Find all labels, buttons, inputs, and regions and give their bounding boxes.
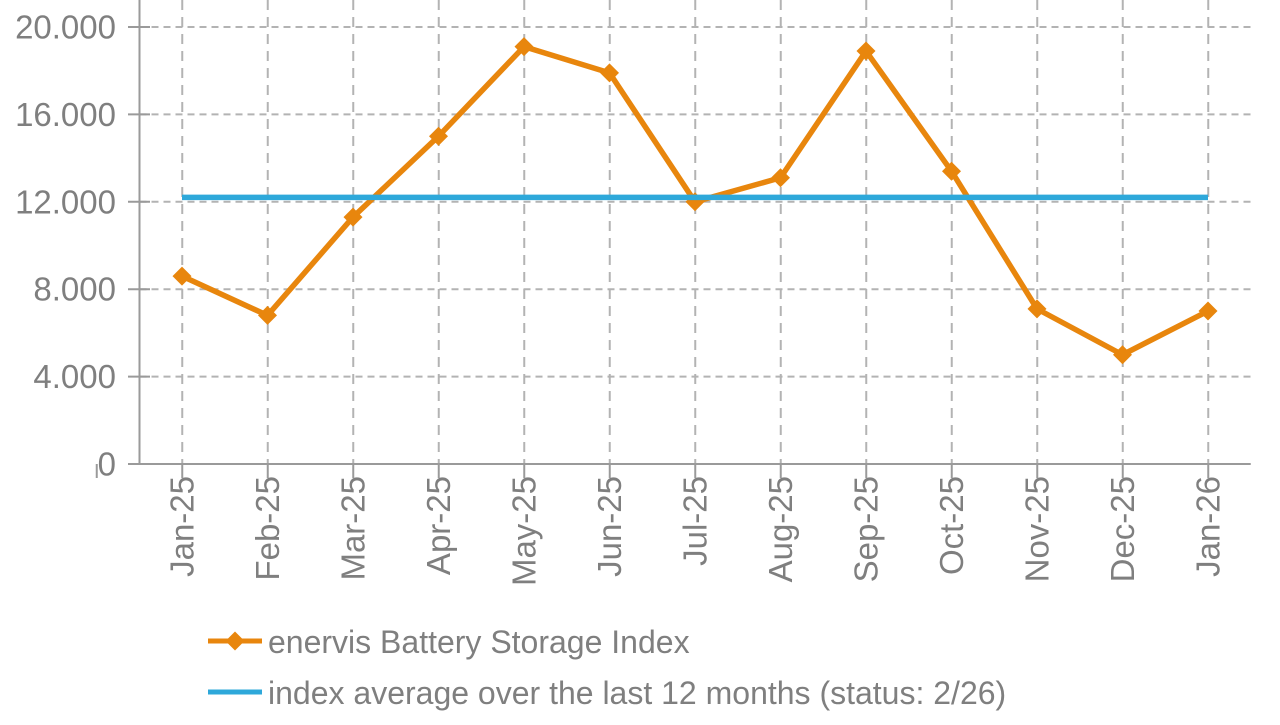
x-axis-ticks <box>95 464 1210 478</box>
y-axis-tick-label: 12.000 <box>15 183 116 220</box>
x-axis-tick-label: Mar-25 <box>335 476 372 581</box>
legend-diamond-marker-icon <box>225 631 245 651</box>
vertical-gridlines <box>181 0 1210 464</box>
x-axis-tick-label: Oct-25 <box>933 476 970 575</box>
plot-series <box>172 37 1218 365</box>
x-axis-labels: Jan-25 Feb-25 Mar-25 Apr-25 May-25 Jun-25 Jul-… <box>164 476 1227 586</box>
y-axis-ticks <box>128 26 150 465</box>
y-axis-labels: 0 4.000 8.000 12.000 16.000 20.000 <box>15 9 116 483</box>
x-axis-tick-label: Jul-25 <box>677 476 714 566</box>
data-point-marker <box>429 126 448 146</box>
legend-item-average: index average over the last 12 months (s… <box>208 675 1006 711</box>
legend-item-storage-index: enervis Battery Storage Index <box>208 624 690 660</box>
data-point-marker <box>343 207 363 227</box>
x-axis-tick-label: Jan-26 <box>1190 476 1227 577</box>
y-axis-tick-label: 16.000 <box>15 96 116 133</box>
x-axis-tick-label: May-25 <box>506 476 543 586</box>
x-axis-tick-label: Nov-25 <box>1019 476 1056 582</box>
y-axis-tick-label: 20.000 <box>15 9 116 46</box>
y-axis-tick-label: 8.000 <box>33 271 116 308</box>
x-axis-tick-label: Jan-25 <box>164 476 201 577</box>
data-point-marker <box>1027 299 1047 319</box>
x-axis-tick-label: Apr-25 <box>420 476 457 575</box>
x-axis-tick-label: Dec-25 <box>1104 476 1141 582</box>
legend-label-average: index average over the last 12 months (s… <box>268 675 1006 711</box>
data-point-marker <box>600 63 619 83</box>
y-axis-tick-label: 4.000 <box>33 358 116 395</box>
data-point-marker <box>514 37 534 57</box>
horizontal-gridlines <box>139 26 1251 378</box>
data-point-marker <box>1198 301 1218 321</box>
x-axis-tick-label: Aug-25 <box>762 476 799 582</box>
data-point-marker <box>172 266 192 286</box>
data-point-marker <box>856 41 876 61</box>
data-point-marker <box>258 305 277 325</box>
data-point-marker <box>942 161 961 181</box>
legend-label-storage-index: enervis Battery Storage Index <box>268 624 690 660</box>
data-point-marker <box>1113 345 1132 365</box>
legend: enervis Battery Storage Index index aver… <box>208 624 1006 711</box>
x-axis-tick-label: Sep-25 <box>848 476 885 582</box>
x-axis-tick-label: Jun-25 <box>591 476 628 577</box>
x-axis-tick-label: Feb-25 <box>249 476 286 581</box>
data-point-marker <box>771 168 790 188</box>
y-axis-tick-label: 0 <box>98 446 116 483</box>
